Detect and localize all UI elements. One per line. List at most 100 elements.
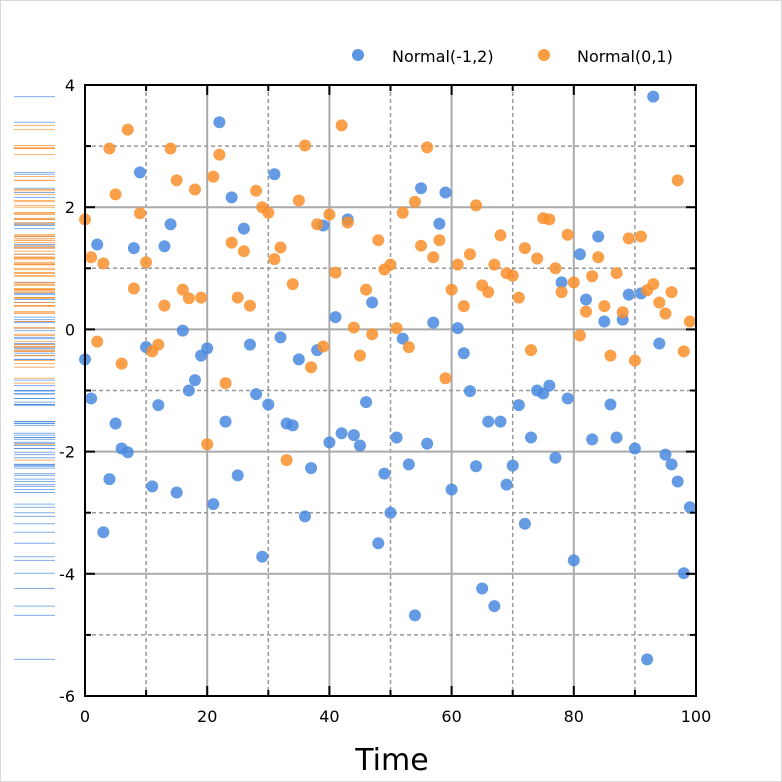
point-series-1	[335, 119, 348, 132]
point-series-0	[323, 436, 336, 449]
point-series-1	[292, 194, 305, 207]
point-series-1	[207, 170, 220, 183]
point-series-1	[415, 239, 428, 252]
y-tick-label: 4	[65, 76, 75, 95]
x-tick-label: 20	[197, 707, 217, 726]
point-series-1	[439, 372, 452, 385]
point-series-1	[91, 335, 104, 348]
point-series-0	[133, 166, 146, 179]
legend-marker-series-0	[352, 49, 364, 61]
point-series-1	[421, 141, 434, 154]
point-series-0	[677, 567, 690, 580]
rug-plot	[14, 96, 55, 660]
point-series-1	[329, 266, 342, 279]
point-series-1	[555, 286, 568, 299]
x-axis-title: Time	[354, 743, 428, 778]
point-series-1	[592, 251, 605, 264]
point-series-1	[243, 299, 256, 312]
point-series-0	[506, 459, 519, 472]
point-series-0	[243, 338, 256, 351]
legend: Normal(-1,2) Normal(0,1)	[352, 47, 673, 66]
point-series-0	[592, 230, 605, 243]
point-series-1	[280, 454, 293, 467]
point-series-0	[219, 415, 232, 428]
point-series-0	[567, 554, 580, 567]
point-series-0	[335, 427, 348, 440]
x-tick-labels: 0 20 40 60 80 100	[80, 707, 711, 726]
point-series-1	[390, 322, 403, 335]
point-series-1	[659, 307, 672, 320]
point-series-1	[360, 283, 373, 296]
legend-label-series-1: Normal(0,1)	[577, 47, 673, 66]
point-series-1	[109, 188, 122, 201]
point-series-1	[549, 262, 562, 275]
point-series-0	[653, 337, 666, 350]
point-series-1	[512, 291, 525, 304]
point-series-1	[598, 300, 611, 313]
point-series-1	[494, 229, 507, 242]
y-tick-label: -2	[59, 443, 75, 462]
point-series-0	[292, 353, 305, 366]
point-series-0	[445, 483, 458, 496]
point-series-1	[628, 354, 641, 367]
point-series-1	[140, 256, 153, 269]
point-series-0	[201, 342, 214, 355]
point-series-0	[470, 460, 483, 473]
point-series-1	[262, 206, 275, 219]
point-series-1	[311, 218, 324, 231]
point-series-0	[384, 506, 397, 519]
point-series-1	[213, 148, 226, 161]
point-series-1	[433, 234, 446, 247]
point-series-1	[97, 257, 110, 270]
point-series-1	[188, 183, 201, 196]
point-series-1	[176, 283, 189, 296]
point-series-0	[476, 582, 489, 595]
point-series-0	[421, 437, 434, 450]
y-tick-label: -4	[59, 565, 75, 584]
point-series-1	[677, 345, 690, 358]
point-series-0	[500, 478, 513, 491]
point-series-1	[298, 139, 311, 152]
point-series-0	[103, 473, 116, 486]
point-series-1	[121, 123, 134, 136]
point-series-0	[671, 475, 684, 488]
point-series-0	[415, 182, 428, 195]
point-series-0	[286, 419, 299, 432]
point-series-0	[451, 322, 464, 335]
point-series-0	[396, 332, 409, 345]
point-series-0	[262, 398, 275, 411]
point-series-0	[353, 439, 366, 452]
point-series-1	[158, 299, 171, 312]
point-series-1	[250, 184, 263, 197]
point-series-1	[237, 245, 250, 258]
point-series-0	[598, 315, 611, 328]
point-series-1	[182, 292, 195, 305]
x-tick-label: 100	[681, 707, 712, 726]
point-series-1	[170, 174, 183, 187]
point-series-0	[188, 374, 201, 387]
axis-ticks	[84, 84, 697, 697]
point-series-0	[494, 415, 507, 428]
point-series-0	[573, 248, 586, 261]
point-series-1	[573, 329, 586, 342]
y-tick-labels: -6 -4 -2 0 2 4	[59, 76, 75, 706]
point-series-0	[555, 276, 568, 289]
point-series-1	[103, 142, 116, 155]
point-series-1	[488, 258, 501, 271]
point-series-0	[390, 431, 403, 444]
point-series-0	[641, 653, 654, 666]
point-series-1	[561, 228, 574, 241]
point-series-0	[164, 218, 177, 231]
point-series-0	[549, 451, 562, 464]
point-series-1	[231, 291, 244, 304]
point-series-0	[433, 217, 446, 230]
point-series-1	[525, 344, 538, 357]
point-series-1	[445, 283, 458, 296]
point-series-1	[402, 341, 415, 354]
point-series-1	[115, 357, 128, 370]
point-series-0	[146, 480, 159, 493]
point-series-0	[170, 486, 183, 499]
point-series-0	[561, 392, 574, 405]
point-series-0	[225, 191, 238, 204]
